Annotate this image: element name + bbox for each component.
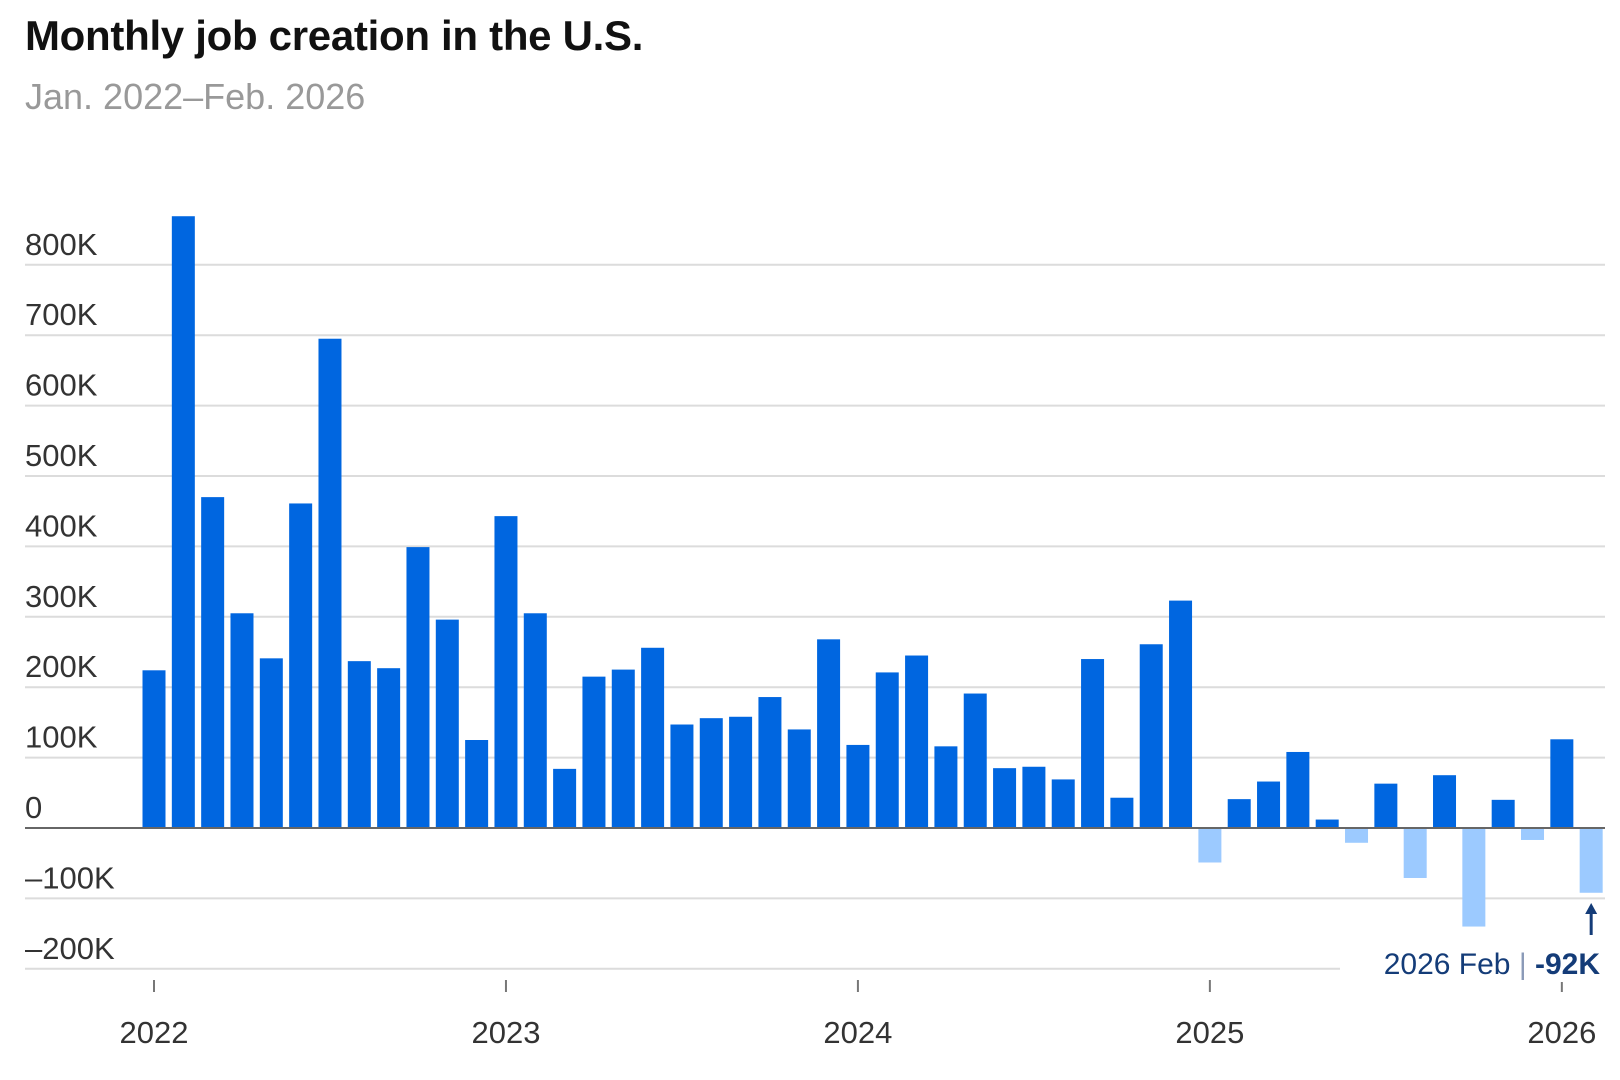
bar-2023-06 — [641, 647, 665, 828]
y-tick-label: 0 — [25, 790, 42, 825]
bar-2024-12 — [1169, 600, 1193, 828]
bar-2022-10 — [406, 547, 430, 828]
y-tick-label: –200K — [25, 931, 115, 966]
bar-2022-03 — [201, 497, 225, 828]
bar-2024-09 — [1081, 659, 1105, 828]
bar-2022-04 — [230, 613, 254, 828]
bar-2026-01 — [1550, 739, 1574, 828]
bar-2022-12 — [465, 740, 489, 828]
bar-2022-09 — [377, 668, 401, 828]
bar-2023-07 — [670, 724, 694, 828]
bar-2022-01 — [142, 670, 166, 828]
annotation-period: 2026 Feb — [1384, 948, 1511, 981]
bar-2024-11 — [1139, 644, 1163, 828]
bar-2025-07 — [1374, 783, 1398, 828]
y-tick-label: 100K — [25, 720, 98, 755]
bar-2025-03 — [1257, 781, 1281, 828]
x-tick-label: 2022 — [120, 1015, 189, 1050]
bar-2022-02 — [171, 216, 195, 828]
bar-2023-03 — [553, 768, 577, 828]
y-tick-label: 400K — [25, 508, 98, 543]
y-tick-label: 700K — [25, 297, 98, 332]
chart-title: Monthly job creation in the U.S. — [25, 12, 644, 59]
y-tick-label: 800K — [25, 227, 98, 262]
bar-2023-05 — [611, 669, 635, 828]
bar-2025-08 — [1403, 828, 1427, 878]
bar-2023-08 — [699, 718, 723, 828]
bar-2023-12 — [817, 639, 841, 828]
up-arrow-icon-head — [1585, 903, 1598, 914]
bar-2025-09 — [1433, 775, 1457, 828]
bar-2024-01 — [846, 744, 870, 828]
annotation-value: -92K — [1535, 948, 1600, 981]
bar-2023-02 — [523, 613, 547, 828]
annotation-background — [1340, 940, 1608, 982]
bar-2025-06 — [1345, 828, 1369, 843]
y-tick-label: –100K — [25, 860, 115, 895]
bar-2025-04 — [1286, 751, 1310, 828]
bar-2024-05 — [963, 693, 987, 828]
bar-2026-02 — [1579, 828, 1603, 893]
bar-2024-04 — [934, 746, 958, 828]
bar-2025-05 — [1315, 819, 1339, 828]
x-tick-label: 2025 — [1175, 1015, 1244, 1050]
bar-2023-04 — [582, 676, 606, 828]
y-tick-label: 600K — [25, 368, 98, 403]
bar-2025-01 — [1198, 828, 1222, 863]
bar-2024-03 — [905, 655, 929, 828]
bar-2024-02 — [875, 672, 899, 828]
y-tick-label: 300K — [25, 579, 98, 614]
bar-2022-05 — [259, 658, 283, 828]
bar-2023-09 — [729, 716, 753, 828]
chart-subtitle: Jan. 2022–Feb. 2026 — [25, 76, 366, 117]
bar-2025-11 — [1491, 799, 1515, 828]
x-tick-label: 2024 — [823, 1015, 892, 1050]
y-tick-label: 500K — [25, 438, 98, 473]
y-tick-label: 200K — [25, 649, 98, 684]
bar-2023-11 — [787, 729, 811, 828]
bar-2025-12 — [1521, 828, 1545, 840]
annotation-separator: | — [1511, 948, 1535, 981]
bar-2024-07 — [1022, 766, 1046, 828]
bar-2022-11 — [435, 619, 459, 828]
bar-2023-10 — [758, 697, 782, 828]
bar-2025-10 — [1462, 828, 1486, 927]
bar-2024-08 — [1051, 779, 1075, 828]
bar-2022-08 — [347, 661, 371, 828]
bar-2024-06 — [993, 768, 1017, 828]
bar-2025-02 — [1227, 799, 1251, 828]
bar-2022-06 — [289, 503, 313, 828]
bar-2024-10 — [1110, 797, 1134, 828]
annotation-label: 2026 Feb | -92K — [1384, 948, 1601, 981]
x-tick-label: 2023 — [471, 1015, 540, 1050]
bar-2023-01 — [494, 516, 518, 828]
x-tick-label: 2026 — [1527, 1015, 1596, 1050]
bar-2022-07 — [318, 338, 342, 828]
